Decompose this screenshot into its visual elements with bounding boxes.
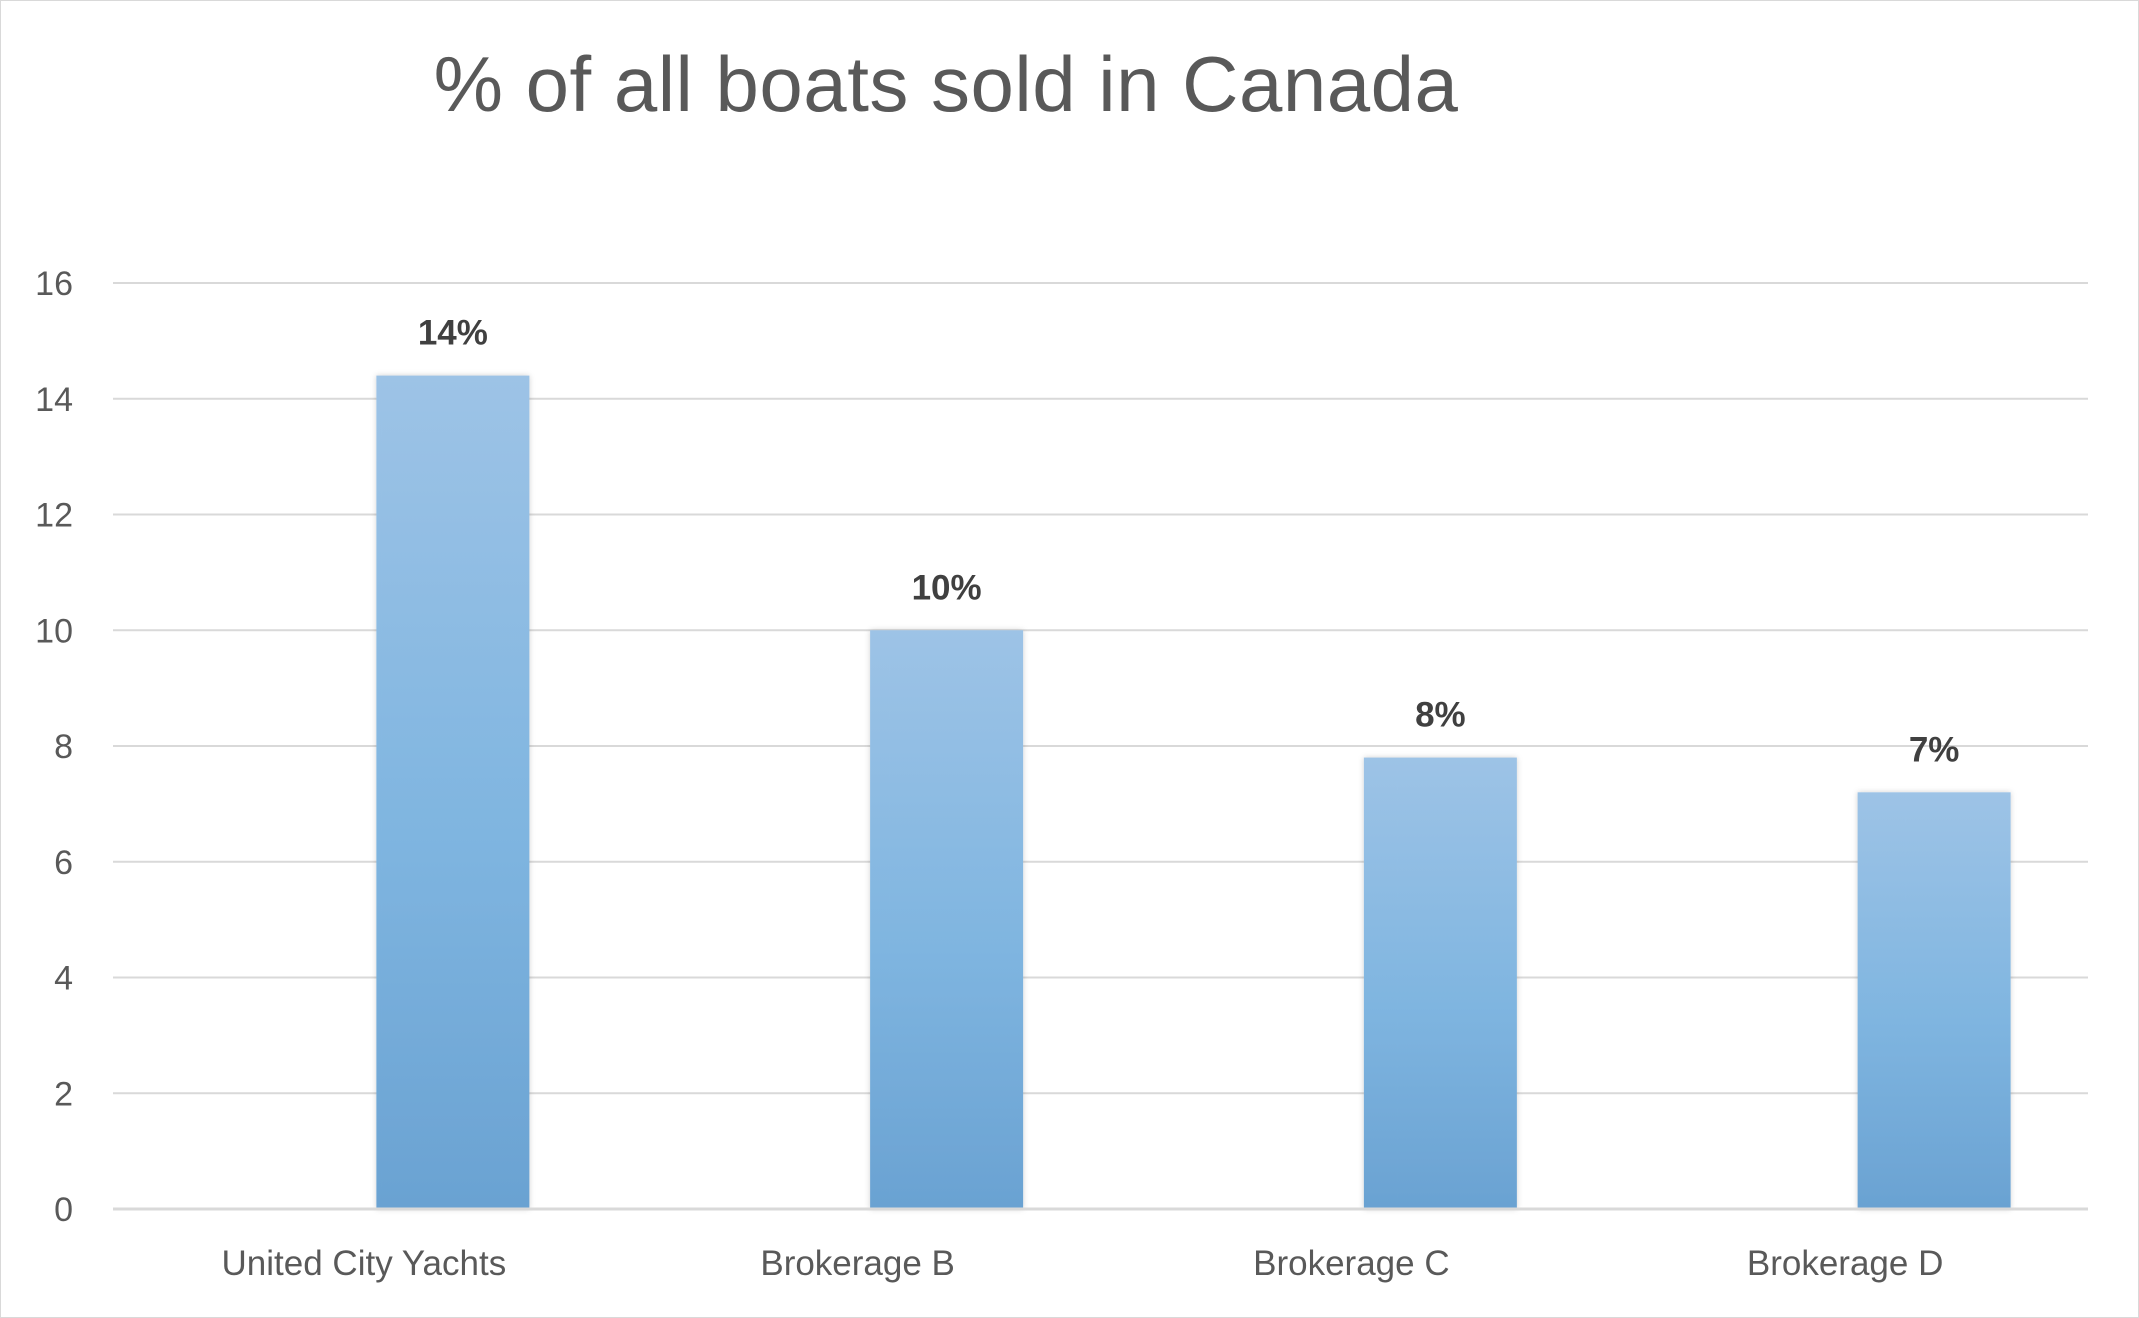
y-tick-label: 2 bbox=[54, 1075, 73, 1113]
bar-brokerage-c bbox=[1363, 757, 1517, 1209]
bar-brokerage-b bbox=[870, 630, 1024, 1209]
labels: 0 2 4 6 8 10 12 14 16 14% United City Yachts 10% Bro… bbox=[35, 265, 1959, 1283]
x-category-label: Brokerage B bbox=[760, 1244, 955, 1283]
data-label: 8% bbox=[1415, 696, 1466, 735]
x-category-label: United City Yachts bbox=[222, 1244, 507, 1283]
data-label: 14% bbox=[418, 314, 488, 353]
y-tick-label: 6 bbox=[54, 844, 73, 882]
x-category-label: Brokerage D bbox=[1747, 1244, 1943, 1283]
y-tick-label: 0 bbox=[54, 1191, 73, 1229]
y-tick-label: 8 bbox=[54, 728, 73, 766]
y-tick-label: 12 bbox=[35, 497, 73, 535]
chart-title: % of all boats sold in Canada bbox=[433, 40, 1459, 128]
x-category-label: Brokerage C bbox=[1253, 1244, 1449, 1283]
bar-brokerage-d bbox=[1857, 792, 2011, 1209]
y-tick-label: 16 bbox=[35, 265, 73, 303]
data-label: 7% bbox=[1909, 730, 1960, 769]
y-tick-label: 14 bbox=[35, 381, 73, 419]
y-tick-label: 10 bbox=[35, 612, 73, 650]
data-label: 10% bbox=[912, 568, 982, 607]
bar-united-city-yachts bbox=[376, 375, 530, 1210]
y-tick-label: 4 bbox=[54, 960, 73, 998]
bars bbox=[376, 375, 2011, 1210]
